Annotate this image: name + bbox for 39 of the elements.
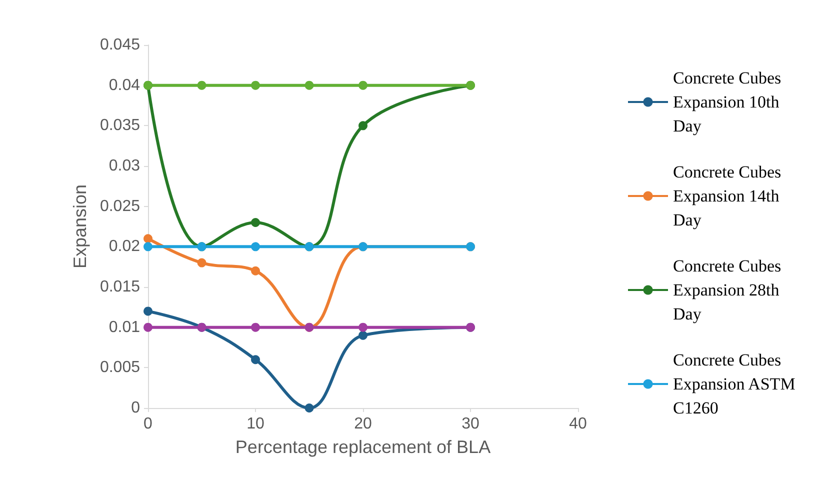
y-tick-label: 0.01 [108, 318, 140, 336]
y-tick-label: 0.005 [100, 359, 140, 376]
point [144, 306, 152, 316]
y-tick-label: 0.015 [100, 278, 140, 296]
point [197, 258, 206, 268]
legend-label: Concrete Cubes Expansion 14th Day [673, 162, 786, 230]
y-tick-label: 0.045 [100, 36, 140, 54]
point [304, 80, 314, 90]
y-tick-label: 0.03 [108, 158, 140, 174]
point [251, 218, 260, 227]
point [251, 80, 260, 90]
y-tick-label: 0.04 [108, 76, 140, 94]
point [251, 322, 260, 332]
y-axis-title: Expansion [70, 184, 90, 269]
y-tick-label: 0.025 [100, 198, 140, 215]
y-tick-label: 0 [131, 400, 140, 416]
x-tick-label: 0 [144, 416, 153, 432]
x-tick-label: 10 [246, 416, 264, 432]
legend-label: Concrete Cubes Expansion 28th Day [673, 256, 786, 324]
x-tick-label: 40 [569, 416, 587, 432]
legend-label: Concrete Cubes Expansion ASTM C1260 [673, 350, 800, 418]
point [144, 242, 152, 252]
point [251, 242, 260, 252]
point [251, 266, 260, 276]
y-tick-label: 0.035 [100, 117, 140, 134]
x-tick-label: 30 [462, 416, 480, 432]
point [251, 355, 260, 364]
point [358, 322, 368, 332]
point [304, 404, 314, 412]
point [144, 234, 152, 244]
point [197, 80, 206, 90]
point [144, 322, 152, 332]
y-tick-label: 0.02 [108, 238, 140, 256]
x-tick-label: 20 [354, 416, 372, 432]
point [358, 80, 368, 90]
x-axis-title: Percentage replacement of BLA [235, 437, 491, 457]
point [358, 121, 368, 130]
legend-label: Concrete Cubes Expansion 10th Day [673, 68, 786, 136]
point [358, 330, 368, 340]
